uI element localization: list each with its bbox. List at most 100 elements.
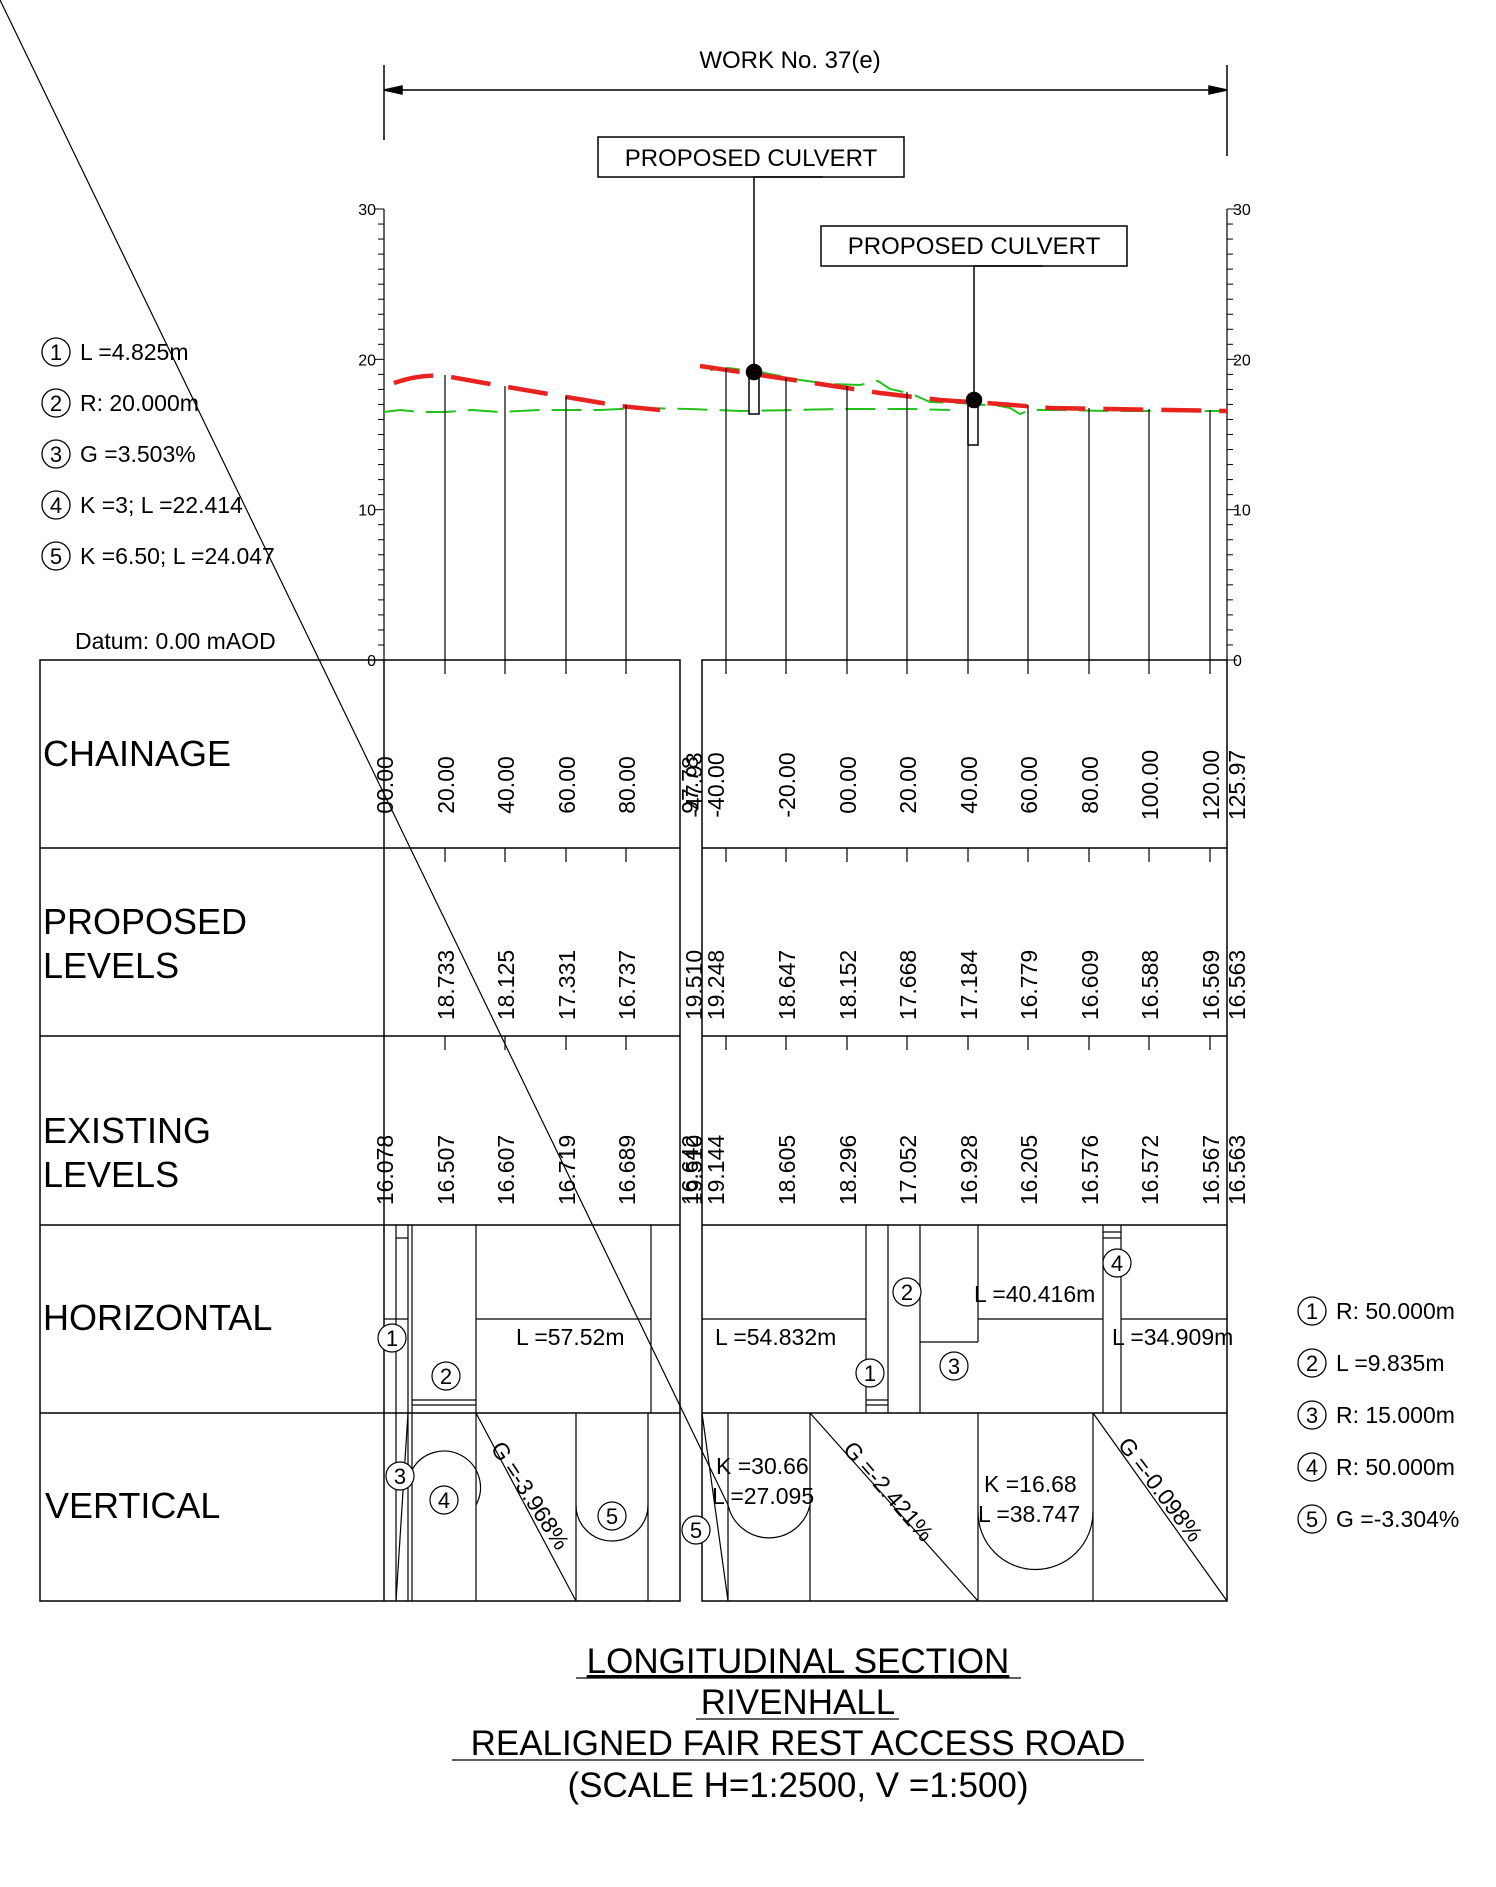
chainage-value: -20.00: [774, 752, 800, 817]
existing-value: 16.572: [1137, 1135, 1163, 1205]
proposed-value: 16.569: [1198, 950, 1224, 1020]
row-label-chainage: CHAINAGE: [43, 733, 231, 774]
chainage-value: -40.00: [703, 752, 729, 817]
work-label: WORK No. 37(e): [699, 47, 880, 74]
existing-value: 16.563: [1224, 1135, 1250, 1205]
legend-text: R: 20.000m: [80, 390, 199, 416]
existing-value: 18.605: [774, 1135, 800, 1205]
right-legend: 1 R: 50.000m 2 L =9.835m 3 R: 15.000m 4 R: 50.0…: [1297, 1296, 1459, 1534]
chainage-value: 120.00: [1198, 750, 1224, 820]
table-marker-number: 3: [948, 1354, 960, 1379]
legend-number: 2: [1306, 1351, 1318, 1376]
proposed-value: 16.588: [1137, 950, 1163, 1020]
row-label-vertical: VERTICAL: [45, 1485, 220, 1526]
chainage-value: 20.00: [895, 756, 921, 814]
row-label-proposed: PROPOSED: [43, 901, 247, 942]
axis-tick-label: 30: [358, 202, 376, 219]
legend-marker: [41, 439, 71, 469]
horizontal-note-s2-c: L =34.909m: [1112, 1324, 1233, 1350]
proposed-value: 16.779: [1016, 950, 1042, 1020]
row-label-horizontal: HORIZONTAL: [43, 1297, 272, 1338]
culvert-callout-1: PROPOSED CULVERT: [597, 136, 905, 372]
legend-marker: [1297, 1296, 1327, 1326]
axis-tick-label: 10: [1233, 503, 1251, 520]
axis-tick-label: 10: [358, 503, 376, 520]
vertical-scale-right: 30 20 10 0: [1226, 202, 1251, 670]
title-line-2: RIVENHALL: [701, 1683, 896, 1722]
axis-tick-label: 0: [1233, 653, 1242, 670]
proposed-value: 16.737: [614, 950, 640, 1020]
legend-number: 5: [50, 544, 62, 569]
chainage-value: 125.97: [1224, 750, 1250, 820]
legend-marker: [1297, 1452, 1327, 1482]
proposed-value: 18.647: [774, 950, 800, 1020]
legend-text: K =6.50; L =24.047: [80, 543, 275, 569]
row-labels: CHAINAGE PROPOSED LEVELS EXISTING LEVELS…: [43, 733, 272, 1526]
legend-number: 4: [1306, 1455, 1318, 1480]
existing-value: 16.576: [1077, 1135, 1103, 1205]
table-marker-circle: [431, 1361, 461, 1391]
vertical-geometry-s1: [395, 1412, 649, 1602]
existing-value: 16.205: [1016, 1135, 1042, 1205]
legend-marker: [41, 388, 71, 418]
table-marker-number: 5: [606, 1504, 618, 1529]
existing-value: 16.689: [614, 1135, 640, 1205]
existing-value: 19.510: [681, 1135, 707, 1205]
row-label-existing: EXISTING: [43, 1110, 211, 1151]
table-marker-number: 4: [1111, 1251, 1123, 1276]
vertical-k-s2-a: K =30.66: [716, 1453, 809, 1479]
table-marker-number: 5: [690, 1518, 702, 1543]
chainage-lines: [444, 368, 1211, 660]
legend-number: 1: [50, 340, 62, 365]
existing-value: 16.607: [493, 1135, 519, 1205]
row-label-levels: LEVELS: [43, 945, 179, 986]
table-values: 00.00 20.00 40.00 60.00 80.00 97.78 18.733 18.1…: [372, 660, 1250, 1205]
proposed-value: 19.510: [681, 950, 707, 1020]
svg-text:PROPOSED CULVERT: PROPOSED CULVERT: [625, 145, 878, 172]
existing-value: 16.078: [372, 1135, 398, 1205]
chainage-value: -47.93: [681, 752, 707, 817]
axis-tick-label: 20: [1233, 352, 1251, 369]
legend-number: 5: [1306, 1507, 1318, 1532]
legend-text: R: 15.000m: [1336, 1402, 1455, 1428]
legend-text: G =3.503%: [80, 441, 196, 467]
proposed-value: 17.668: [895, 950, 921, 1020]
chainage-value: 40.00: [956, 756, 982, 814]
vertical-geometry-s2: [0, 0, 1228, 1602]
legend-number: 1: [1306, 1299, 1318, 1324]
legend-marker: [41, 541, 71, 571]
table-marker-circle: [597, 1501, 627, 1531]
horizontal-geometry-s2: [702, 1225, 1227, 1413]
vertical-grade-s2-b: G =-0.098%: [1113, 1432, 1208, 1546]
existing-value: 16.928: [956, 1135, 982, 1205]
horizontal-note-s2-b: L =40.416m: [974, 1281, 1095, 1307]
chainage-value: 00.00: [372, 756, 398, 814]
title-line-3: REALIGNED FAIR REST ACCESS ROAD: [471, 1724, 1126, 1763]
vertical-grade-s1: G =-3.968%: [486, 1437, 575, 1555]
existing-value: 16.507: [433, 1135, 459, 1205]
chainage-value: 00.00: [835, 756, 861, 814]
table-marker-circle: [892, 1277, 922, 1307]
legend-marker: [41, 490, 71, 520]
existing-value: 18.296: [835, 1135, 861, 1205]
legend-text: L =4.825m: [80, 339, 188, 365]
proposed-value: 18.152: [835, 950, 861, 1020]
left-legend: 1 L =4.825m 2 R: 20.000m 3 G =3.503% 4 K =3; L …: [41, 337, 275, 571]
work-extent-dimension: [383, 65, 1228, 156]
title-line-1: LONGITUDINAL SECTION: [587, 1642, 1010, 1681]
existing-value: 19.144: [703, 1135, 729, 1206]
legend-number: 3: [50, 442, 62, 467]
proposed-value: 17.331: [554, 950, 580, 1020]
table-marker-circle: [385, 1461, 415, 1491]
proposed-value: 16.563: [1224, 950, 1250, 1020]
vertical-scale-left: 30 20 10 0: [358, 202, 385, 670]
row-label-levels-2: LEVELS: [43, 1154, 179, 1195]
vertical-l-s2-a: L =27.095: [712, 1483, 814, 1509]
proposed-value: 16.609: [1077, 950, 1103, 1020]
table-marker-number: 3: [394, 1464, 406, 1489]
table-marker-circle: [681, 1515, 711, 1545]
proposed-value: 19.248: [703, 950, 729, 1020]
table-marker-number: 2: [440, 1364, 452, 1389]
legend-text: K =3; L =22.414: [80, 492, 243, 518]
chainage-value: 97.78: [677, 756, 703, 814]
